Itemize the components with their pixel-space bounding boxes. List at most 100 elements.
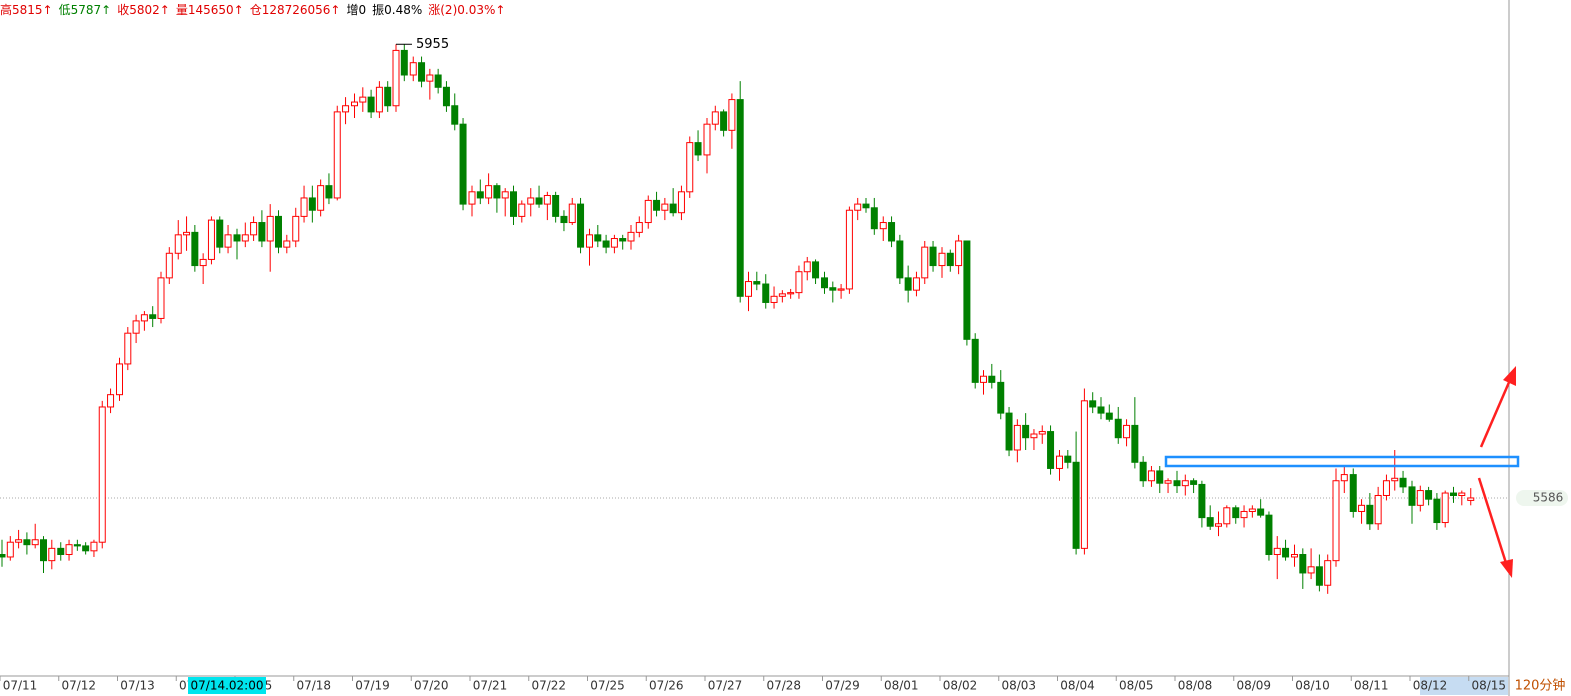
candle-body: [426, 74, 434, 82]
candle-body: [1257, 508, 1265, 516]
candle-body: [803, 261, 811, 273]
candle-body: [459, 123, 467, 205]
candle-body: [568, 203, 576, 224]
candle-body: [1240, 510, 1248, 519]
candle-body: [233, 234, 241, 242]
candle-body: [770, 295, 778, 303]
candle-body: [1156, 470, 1164, 484]
candle-body: [283, 240, 291, 248]
candle-body: [493, 185, 501, 199]
candle-body: [862, 203, 870, 209]
candle-body: [485, 185, 493, 199]
candle-body: [1416, 490, 1424, 506]
candle-body: [1408, 486, 1416, 506]
candle-body: [1299, 554, 1307, 574]
candle-body: [23, 539, 31, 546]
candle-body: [199, 258, 207, 267]
candle-body: [837, 288, 845, 291]
x-tick-label: 07/19: [355, 679, 390, 693]
candle-body: [971, 338, 979, 383]
candle-body: [1147, 470, 1155, 482]
candle-body: [1382, 480, 1390, 496]
header: 高5815↑ 低5787↑ 收5802↑ 量145650↑ 仓128726056↑ 增0 振…: [0, 2, 505, 17]
candle-body: [661, 203, 669, 211]
header-item: 增0: [346, 3, 366, 17]
candle-body: [997, 381, 1005, 414]
x-tick-label: 07/18: [296, 679, 331, 693]
candle-body: [40, 539, 47, 562]
candle-body: [1223, 507, 1231, 525]
candle-body: [745, 281, 752, 297]
candle-body: [711, 111, 719, 125]
candle-body: [904, 277, 912, 291]
candle-body: [912, 277, 920, 291]
candle-body: [535, 197, 543, 205]
candle-body: [241, 234, 249, 242]
candle-body: [367, 96, 375, 113]
candle-body: [48, 547, 56, 562]
candle-body: [753, 281, 761, 285]
candle-body: [400, 49, 408, 76]
x-tick-label: 07/13: [120, 679, 155, 693]
x-tick-label: 07/28: [766, 679, 801, 693]
candle-body: [90, 541, 98, 552]
candle-body: [207, 219, 215, 260]
candle-body: [586, 234, 593, 248]
candle-body: [669, 203, 677, 214]
candle-body: [157, 277, 165, 319]
x-tick-label: 08/09: [1236, 679, 1271, 693]
candle-body: [73, 544, 81, 547]
candle-body: [762, 283, 770, 303]
candle-body: [644, 199, 652, 224]
candle-body: [821, 277, 828, 289]
candle-body: [250, 222, 258, 236]
header-item: 收5802↑: [117, 3, 170, 17]
candle-body: [434, 74, 442, 88]
header-item: 低5787↑: [59, 3, 112, 17]
candle-body: [577, 203, 585, 248]
candle-body: [1013, 424, 1021, 451]
candle-body: [140, 314, 148, 322]
candle-body: [1047, 431, 1055, 469]
candle-body: [1181, 480, 1189, 487]
candle-body: [1366, 504, 1374, 525]
candle-body: [879, 222, 887, 230]
candle-body: [107, 394, 115, 408]
candle-body: [1105, 412, 1113, 420]
candle-body: [1206, 517, 1214, 527]
candle-body: [266, 215, 274, 242]
candle-body: [442, 86, 450, 107]
candle-body: [1248, 508, 1256, 512]
candle-body: [896, 240, 904, 279]
candle-body: [627, 231, 635, 242]
candle-body: [703, 123, 711, 156]
candle-body: [845, 209, 853, 290]
period-label: 120分钟: [1515, 678, 1566, 694]
candle-body: [174, 234, 182, 254]
candle-body: [418, 62, 426, 82]
header-item: 高5815↑: [0, 2, 53, 17]
candle-body: [392, 49, 400, 107]
x-tick-label: 07/25: [590, 679, 625, 693]
candle-body: [409, 62, 417, 76]
x-tick-label: 07/12: [61, 679, 96, 693]
candle-body: [15, 539, 23, 543]
candle-body: [308, 197, 316, 211]
candle-body: [1173, 480, 1181, 487]
candle-body: [31, 539, 39, 546]
highlight-box: [1164, 455, 1520, 468]
arrow-up-head: [1503, 366, 1516, 386]
candle-body: [610, 238, 618, 248]
x-tick-label: 08/05: [1119, 679, 1154, 693]
header-item: 量145650↑: [176, 3, 244, 17]
candle-body: [468, 191, 476, 205]
x-tick-label: 08/01: [884, 679, 919, 693]
candle-body: [1282, 547, 1290, 558]
candle-body: [342, 105, 350, 113]
candle-body: [1056, 455, 1063, 469]
candle-body: [1005, 412, 1013, 451]
candle-body: [1374, 494, 1382, 525]
cursor-box: [188, 677, 266, 694]
candle-body: [686, 142, 694, 193]
candle-body: [384, 86, 392, 107]
